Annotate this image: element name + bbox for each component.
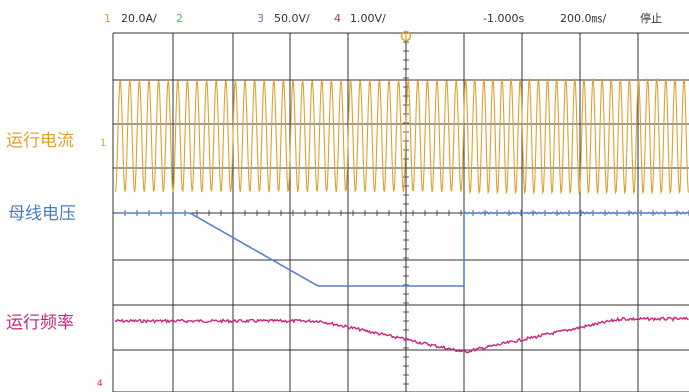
trigger-offset: -1.000s: [483, 12, 524, 25]
ch1-level-marker: 1: [100, 138, 106, 149]
ch3-number: 3: [257, 12, 264, 25]
ch4-scale: 1.00V/: [350, 12, 386, 25]
ch4-number: 4: [334, 12, 341, 25]
current-waveform: [114, 78, 689, 195]
frequency-waveform: [114, 316, 689, 354]
trigger-marker-icon: [400, 30, 412, 42]
ch3-scale: 50.0V/: [274, 12, 310, 25]
frequency-label: 运行频率: [6, 313, 74, 333]
bottom-left-marker: 4: [97, 379, 103, 389]
current-label: 运行电流: [6, 131, 74, 151]
header-bar: 1 20.0A/ 2 3 50.0V/ 4 1.00V/ -1.000s 200…: [104, 11, 662, 25]
ch1-number: 1: [104, 12, 111, 25]
timebase: 200.0㎳/: [560, 12, 606, 25]
ch1-scale: 20.0A/: [121, 12, 157, 25]
run-status: 停止: [640, 11, 662, 25]
ch2-number: 2: [176, 12, 183, 25]
bus-voltage-waveform: [115, 211, 689, 287]
bus-voltage-label: 母线电压: [8, 204, 76, 224]
